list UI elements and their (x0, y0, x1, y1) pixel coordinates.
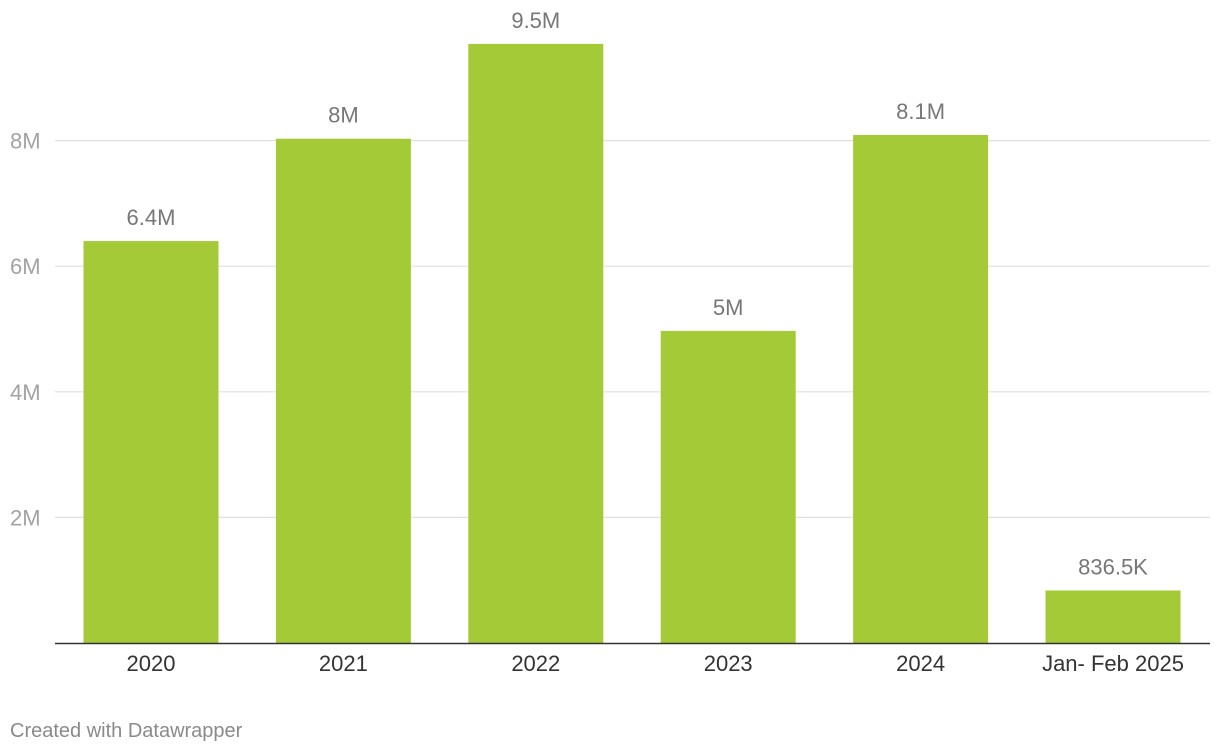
value-labels: 6.4M 8M 9.5M 5M 8.1M 836.5K (127, 8, 1149, 580)
x-tick-label: Jan- Feb 2025 (1042, 651, 1184, 676)
x-axis-labels: 2020 2021 2022 2023 2024 Jan- Feb 2025 (127, 651, 1184, 676)
bar-value-label: 5M (713, 295, 744, 320)
x-tick-label: 2024 (896, 651, 945, 676)
x-tick-label: 2022 (511, 651, 560, 676)
bar (660, 330, 796, 643)
y-tick-label: 6M (10, 254, 41, 279)
bar (83, 241, 219, 643)
bar (275, 138, 411, 643)
bars (83, 43, 1181, 643)
bar-chart: 2M 4M 6M 8M 6.4M 8M 9.5M 5M 8.1M 836.5K 2020 2021… (10, 8, 1210, 676)
x-tick-label: 2023 (704, 651, 753, 676)
bar-value-label: 9.5M (511, 8, 560, 33)
bar-value-label: 8.1M (896, 99, 945, 124)
bar-value-label: 836.5K (1078, 554, 1148, 579)
datawrapper-credit: Created with Datawrapper (10, 720, 243, 742)
y-tick-label: 2M (10, 505, 41, 530)
bar (468, 43, 604, 643)
y-tick-label: 4M (10, 380, 41, 405)
bar (1045, 590, 1181, 643)
bar-value-label: 6.4M (127, 205, 176, 230)
bar (853, 134, 989, 643)
bar-value-label: 8M (328, 103, 359, 128)
gridlines (55, 140, 1210, 519)
x-tick-label: 2021 (319, 651, 368, 676)
y-axis-ticks: 2M 4M 6M 8M (10, 129, 41, 531)
x-tick-label: 2020 (127, 651, 176, 676)
y-tick-label: 8M (10, 129, 41, 154)
